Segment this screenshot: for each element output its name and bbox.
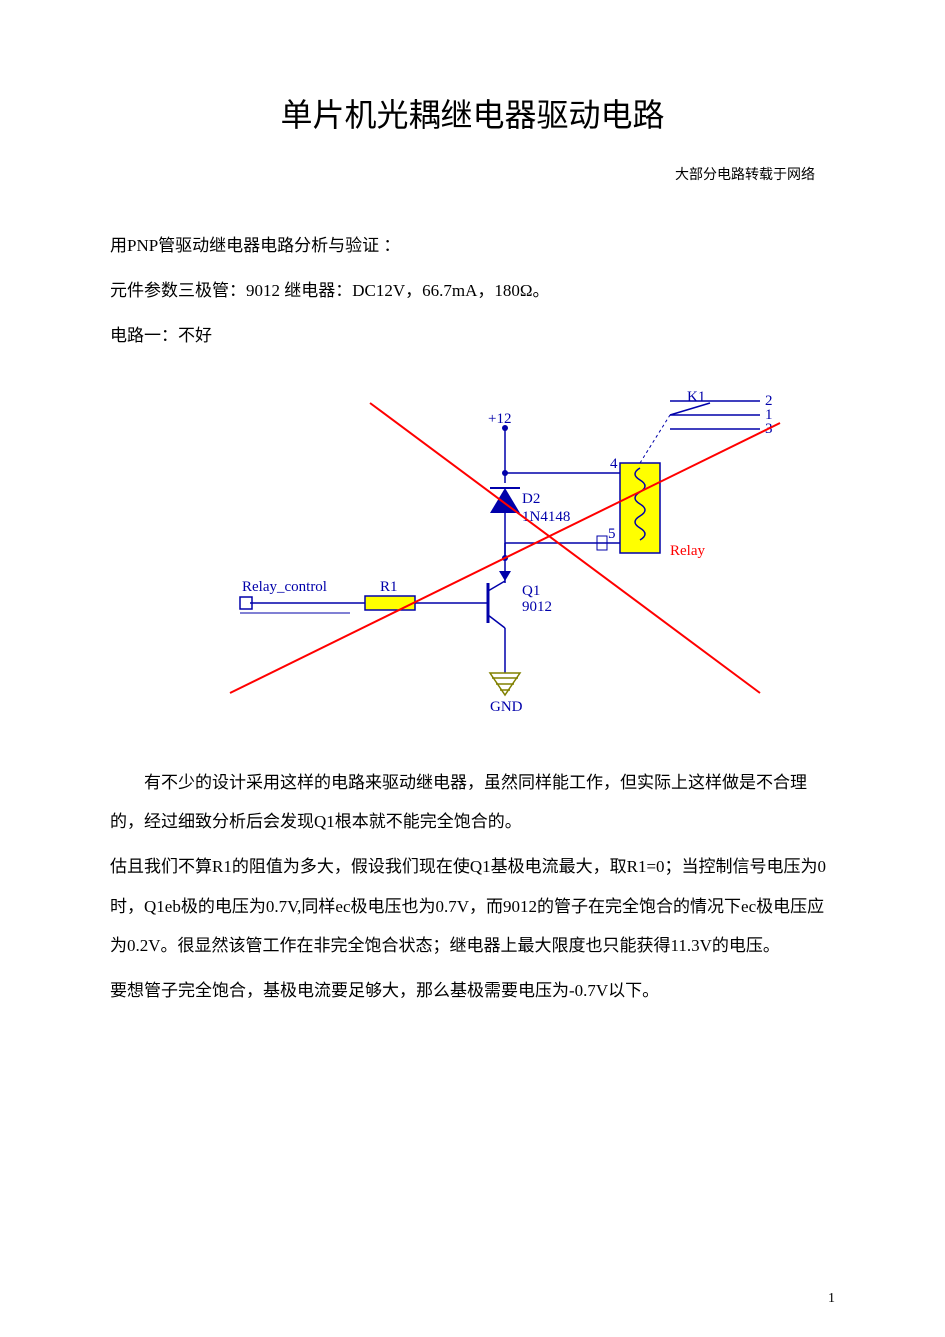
- label-pin5: 5: [608, 526, 616, 542]
- label-k1: K1: [687, 389, 705, 405]
- page-title: 单片机光耦继电器驱动电路: [110, 90, 835, 136]
- paragraph-1: 用PNP管驱动继电器电路分析与验证 ：: [110, 226, 835, 265]
- paragraph-4: 有不少的设计采用这样的电路来驱动继电器，虽然同样能工作，但实际上这样做是不合理的…: [110, 763, 835, 841]
- resistor-r1: [365, 596, 415, 610]
- relay-dash-link: [640, 415, 670, 463]
- transistor-e-lead: [488, 581, 505, 591]
- document-page: 单片机光耦继电器驱动电路 大部分电路转载于网络 用PNP管驱动继电器电路分析与验…: [0, 0, 945, 1337]
- label-diode-ref: D2: [522, 491, 540, 507]
- label-supply: +12: [488, 411, 511, 427]
- paragraph-2: 元件参数三极管：9012 继电器：DC12V，66.7mA，180Ω。: [110, 271, 835, 310]
- page-number: 1: [828, 1291, 835, 1307]
- label-input: Relay_control: [242, 579, 327, 595]
- diode-triangle: [490, 488, 520, 513]
- label-relay-name: Relay: [670, 543, 705, 559]
- label-q1-ref: Q1: [522, 583, 540, 599]
- label-q1-part: 9012: [522, 599, 552, 615]
- paragraph-3: 电路一：不好: [110, 316, 835, 355]
- page-subtitle: 大部分电路转载于网络: [110, 164, 835, 184]
- paragraph-6: 要想管子完全饱合，基极电流要足够大，那么基极需要电压为-0.7V以下。: [110, 971, 835, 1010]
- label-r1: R1: [380, 579, 398, 595]
- paragraph-5: 估且我们不算R1的阻值为多大，假设我们现在使Q1基极电流最大，取R1=0；当控制…: [110, 847, 835, 964]
- circuit-diagram: +12 D2 1N4148 4 5: [170, 383, 790, 723]
- transistor-emitter-arrow: [499, 571, 511, 581]
- transistor-c-lead: [488, 615, 505, 628]
- circuit-svg: +12 D2 1N4148 4 5: [170, 383, 790, 723]
- label-pin4: 4: [610, 456, 618, 472]
- label-gnd: GND: [490, 699, 523, 715]
